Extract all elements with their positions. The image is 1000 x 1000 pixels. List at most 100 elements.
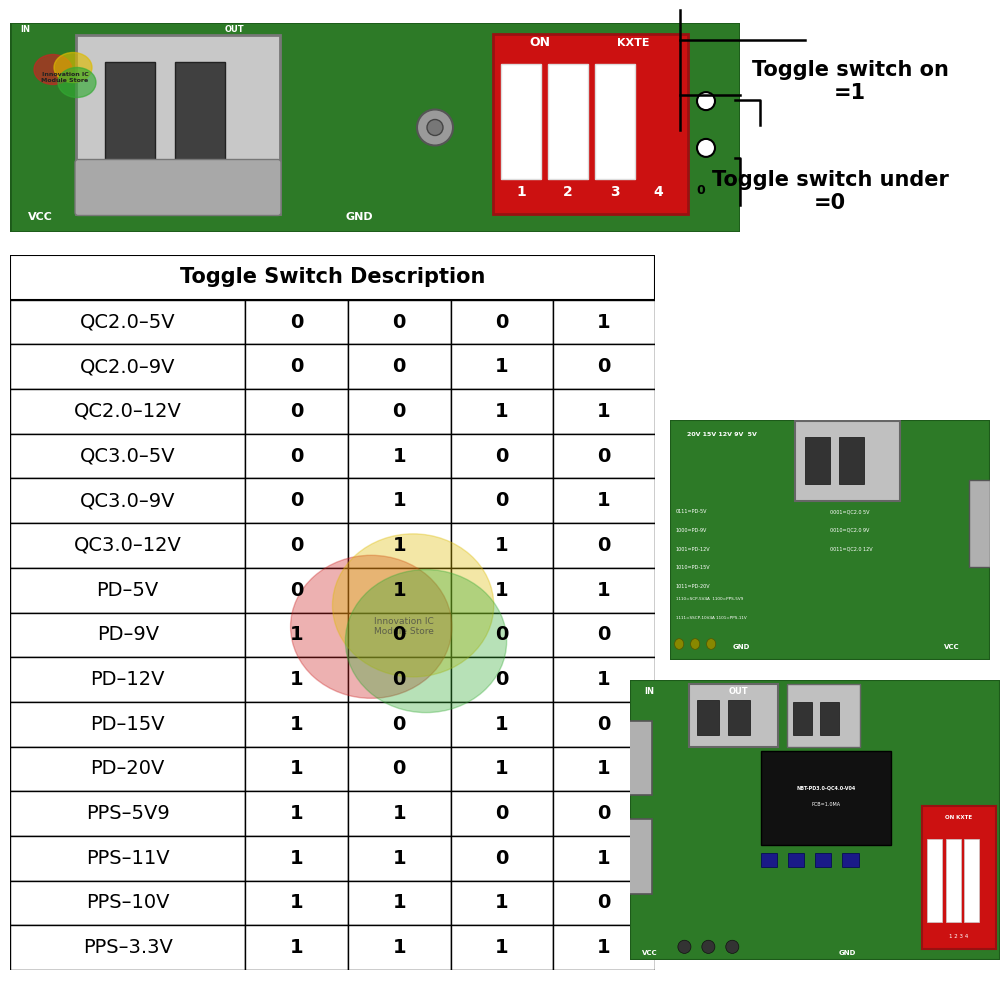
Text: PD–12V: PD–12V <box>90 670 165 689</box>
Circle shape <box>675 639 684 649</box>
Text: 0: 0 <box>290 581 303 600</box>
Text: 1: 1 <box>290 938 304 957</box>
Bar <box>451 478 553 523</box>
Text: PPS–10V: PPS–10V <box>86 893 169 912</box>
Bar <box>788 853 804 867</box>
Bar <box>451 791 553 836</box>
Bar <box>628 721 652 795</box>
Text: VCC: VCC <box>642 950 657 956</box>
Bar <box>348 657 451 702</box>
Bar <box>245 300 348 344</box>
Bar <box>10 255 655 300</box>
Text: NBT-PD3.0-QC4.0-V04: NBT-PD3.0-QC4.0-V04 <box>796 786 856 791</box>
Bar <box>548 64 588 179</box>
Bar <box>10 434 245 478</box>
Text: 1: 1 <box>597 491 611 510</box>
FancyBboxPatch shape <box>75 159 281 215</box>
Bar <box>451 925 553 970</box>
Text: PD–9V: PD–9V <box>97 625 159 644</box>
Text: VCC: VCC <box>28 212 53 222</box>
Text: IN: IN <box>645 687 655 696</box>
Bar <box>451 881 553 925</box>
Bar <box>553 836 655 881</box>
Bar <box>245 747 348 791</box>
Bar <box>553 791 655 836</box>
Text: 1: 1 <box>392 491 406 510</box>
Text: 0001=QC2.0 5V: 0001=QC2.0 5V <box>830 509 870 514</box>
Text: 4: 4 <box>653 185 663 199</box>
Bar <box>348 791 451 836</box>
Ellipse shape <box>54 52 92 83</box>
Bar <box>553 523 655 568</box>
Text: QC2.0–5V: QC2.0–5V <box>80 313 176 332</box>
Bar <box>964 839 979 922</box>
Circle shape <box>697 139 715 157</box>
Text: 0: 0 <box>393 625 406 644</box>
Bar <box>245 389 348 434</box>
Bar <box>348 747 451 791</box>
Text: 0: 0 <box>495 625 509 644</box>
Text: 1: 1 <box>495 715 509 734</box>
Text: QC3.0–12V: QC3.0–12V <box>74 536 182 555</box>
Text: 1: 1 <box>495 402 509 421</box>
Text: 0: 0 <box>495 804 509 823</box>
Text: 1: 1 <box>392 536 406 555</box>
Text: 1: 1 <box>495 357 509 376</box>
Bar <box>553 881 655 925</box>
Text: 1: 1 <box>290 759 304 778</box>
Text: Innovation IC
Module Store: Innovation IC Module Store <box>374 617 433 637</box>
Text: 0: 0 <box>495 491 509 510</box>
Text: 0: 0 <box>290 536 303 555</box>
Bar <box>348 836 451 881</box>
Circle shape <box>726 940 739 953</box>
Bar <box>10 300 245 344</box>
Bar <box>451 747 553 791</box>
Bar <box>245 523 348 568</box>
Bar <box>553 612 655 657</box>
Bar <box>553 344 655 389</box>
Bar <box>10 836 245 881</box>
Bar <box>10 389 245 434</box>
Text: 1: 1 <box>392 849 406 868</box>
Text: 1: 1 <box>597 759 611 778</box>
Text: 0: 0 <box>393 759 406 778</box>
Bar <box>761 751 891 845</box>
Bar <box>348 344 451 389</box>
Bar <box>728 700 750 735</box>
Text: 0111=PD-5V: 0111=PD-5V <box>676 509 707 514</box>
Text: OUT: OUT <box>225 25 245 34</box>
Text: Innovation IC
Module Store: Innovation IC Module Store <box>41 72 89 83</box>
Text: GND: GND <box>733 644 750 650</box>
Text: 0: 0 <box>597 893 611 912</box>
Bar <box>10 702 245 747</box>
Bar <box>451 344 553 389</box>
Text: 1: 1 <box>392 893 406 912</box>
Text: 1: 1 <box>290 715 304 734</box>
Bar <box>10 881 245 925</box>
Text: 0: 0 <box>597 715 611 734</box>
Bar <box>493 34 688 214</box>
Text: OUT: OUT <box>729 687 749 696</box>
Circle shape <box>702 940 715 953</box>
Bar <box>348 881 451 925</box>
Text: 0: 0 <box>597 447 611 466</box>
Ellipse shape <box>58 68 96 98</box>
Text: 0: 0 <box>393 313 406 332</box>
Bar <box>348 612 451 657</box>
Text: 1 2 3 4: 1 2 3 4 <box>949 934 968 939</box>
Text: 0: 0 <box>290 491 303 510</box>
Text: 0: 0 <box>597 625 611 644</box>
Text: 20V 15V 12V 9V  5V: 20V 15V 12V 9V 5V <box>687 432 757 437</box>
Text: QC3.0–5V: QC3.0–5V <box>80 447 176 466</box>
Ellipse shape <box>291 555 452 698</box>
Bar <box>946 839 961 922</box>
Text: QC3.0–9V: QC3.0–9V <box>80 491 175 510</box>
Bar <box>451 389 553 434</box>
Text: 1: 1 <box>597 581 611 600</box>
Bar <box>793 702 812 735</box>
Bar <box>10 523 245 568</box>
Bar <box>553 478 655 523</box>
Text: ON: ON <box>530 36 550 49</box>
Bar <box>451 612 553 657</box>
Text: PPS–5V9: PPS–5V9 <box>86 804 170 823</box>
